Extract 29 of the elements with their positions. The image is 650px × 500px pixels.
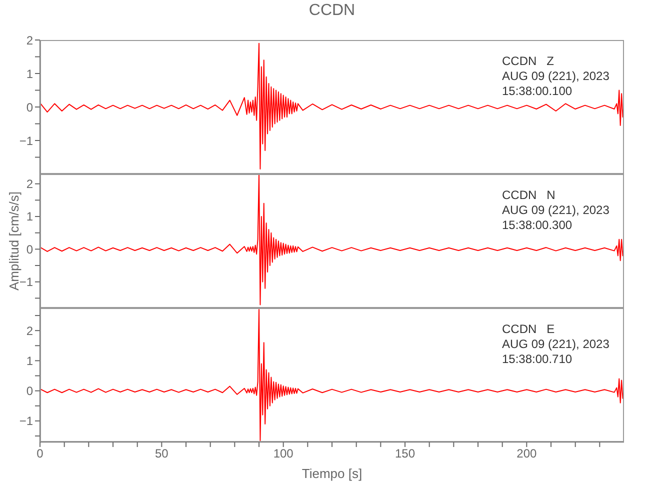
y-tick-label: −1 [19,275,34,290]
annotation: AUG 09 (221), 2023 [502,337,610,351]
annotation: CCDN Z [502,54,554,68]
x-tick-label: 100 [273,446,294,461]
y-tick-label: 2 [26,33,34,48]
y-tick-label: 0 [26,384,34,398]
y-axis-title: Amplitud [cm/s/s] [6,192,22,290]
x-axis-title: Tiempo [s] [300,466,364,481]
annotation: 15:38:00.710 [502,352,572,366]
y-tick-label: 2 [26,324,34,338]
annotation: AUG 09 (221), 2023 [502,203,610,217]
x-tick-label: 0 [36,446,44,461]
y-tick-label: −1 [19,414,34,428]
y-tick-label: 2 [26,177,34,192]
x-tick-label: 200 [516,446,537,461]
y-tick-label: 0 [26,242,34,256]
chart-title: CCDN [308,2,356,20]
y-tick-label: 1 [26,210,34,224]
y-tick-label: 0 [26,100,34,114]
annotation: AUG 09 (221), 2023 [502,69,610,83]
annotation: CCDN N [502,188,556,202]
y-tick-label: 1 [26,66,34,81]
x-tick-label: 50 [154,446,169,461]
annotation: 15:38:00.300 [502,218,572,232]
y-tick-label: 1 [26,354,34,368]
annotation: 15:38:00.100 [502,84,572,98]
annotation: CCDN E [502,322,555,336]
x-tick-label: 150 [394,446,416,461]
y-tick-label: −1 [19,134,34,148]
